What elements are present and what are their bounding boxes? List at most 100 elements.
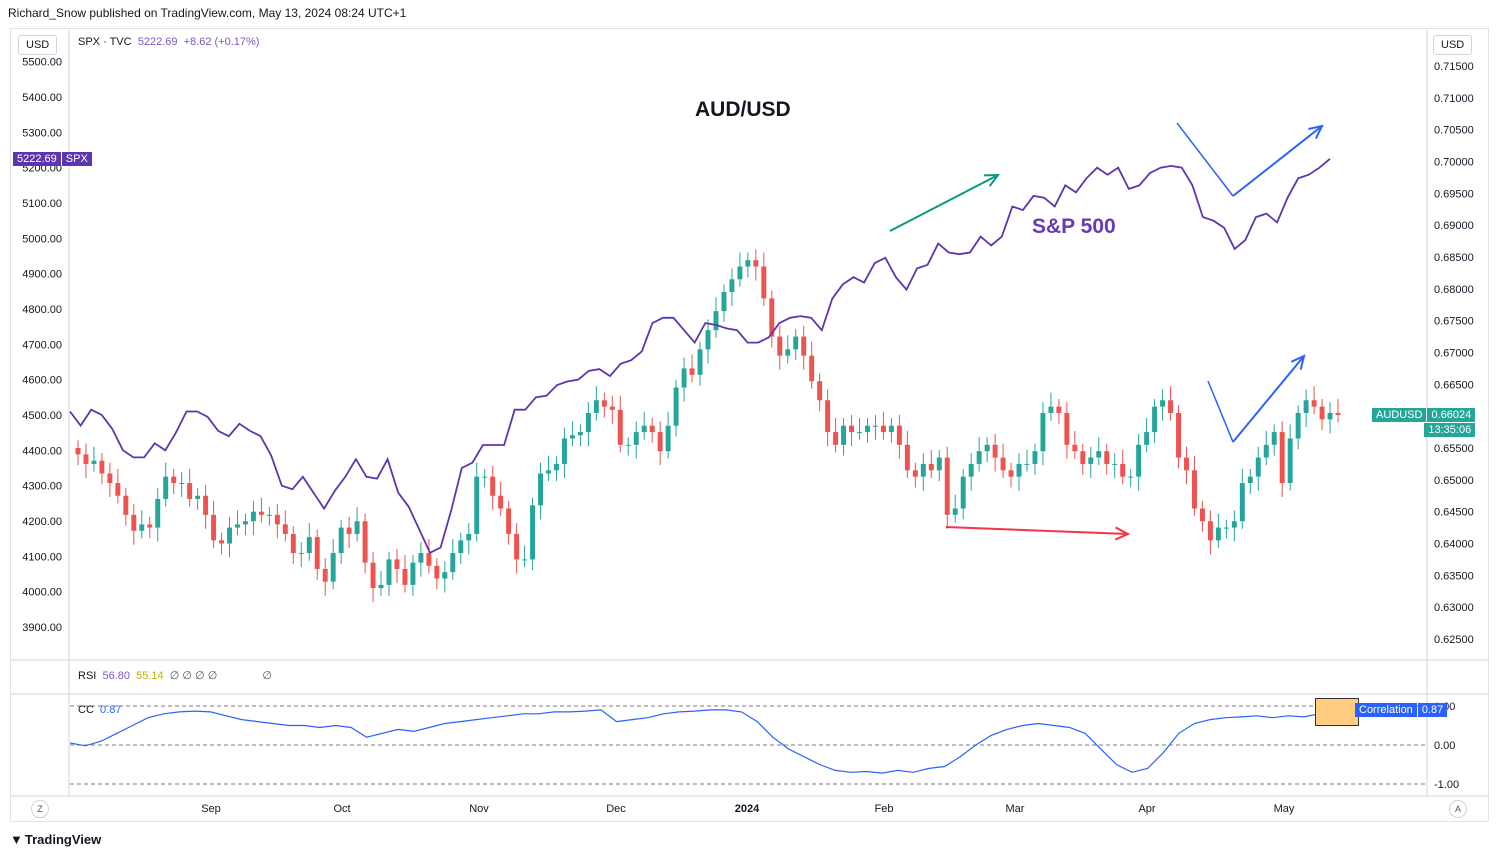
- time-axis-label: May: [1274, 803, 1295, 815]
- candle-body: [426, 553, 432, 566]
- candle-body: [115, 483, 121, 496]
- aud-usd-title: AUD/USD: [695, 98, 791, 121]
- candle-body: [1335, 412, 1341, 415]
- candle-body: [1160, 400, 1166, 407]
- candle-body: [585, 412, 591, 433]
- candle-body: [633, 432, 639, 445]
- candle-body: [1024, 463, 1030, 465]
- candle-body: [593, 400, 599, 413]
- candle-body: [681, 368, 687, 388]
- left-axis-tick: 4200.00: [22, 516, 62, 528]
- candle-body: [657, 432, 663, 452]
- candle-body: [1199, 508, 1205, 522]
- candle-body: [1279, 432, 1285, 484]
- candle-body: [713, 311, 719, 331]
- candle-body: [514, 533, 520, 560]
- tv-brand-text: TradingView: [24, 832, 102, 847]
- candle-body: [203, 495, 209, 515]
- right-axis-tick: 0.70000: [1434, 157, 1474, 169]
- candle-body: [880, 425, 886, 433]
- correlation-tag: Correlation 0.87: [1355, 703, 1448, 717]
- candle-body: [793, 336, 799, 350]
- candle-body: [1000, 457, 1006, 471]
- publish-header: Richard_Snow published on TradingView.co…: [8, 6, 407, 20]
- right-axis-tick: 0.65500: [1434, 443, 1474, 455]
- candle-body: [849, 425, 855, 433]
- red-arrow-head: [1114, 526, 1131, 541]
- time-axis-label: Feb: [875, 803, 894, 815]
- right-axis-tick: 0.63500: [1434, 570, 1474, 582]
- candle-body: [322, 568, 328, 582]
- candle-body: [1176, 412, 1181, 458]
- candle-body: [418, 553, 424, 563]
- tradingview-logo[interactable]: ▼ TradingView: [10, 832, 101, 847]
- candle-body: [522, 559, 528, 561]
- z-button[interactable]: Z: [31, 800, 49, 818]
- blue-arrow-lower-shaft: [1232, 355, 1305, 443]
- candle-body: [450, 553, 456, 573]
- right-axis-tick: 0.68000: [1434, 284, 1474, 296]
- candle-body: [1088, 457, 1094, 464]
- candle-body: [665, 425, 671, 452]
- candle-body: [211, 514, 217, 541]
- candle-body: [298, 553, 304, 555]
- candle-body: [1215, 527, 1221, 541]
- candle-body: [1271, 432, 1277, 445]
- candle-body: [649, 425, 655, 433]
- rsi-label: RSI: [78, 670, 97, 682]
- candle-body: [195, 495, 201, 499]
- candle-body: [1303, 400, 1309, 413]
- candle-body: [498, 495, 504, 509]
- candle-body: [896, 425, 902, 445]
- candle-body: [777, 336, 783, 356]
- candle-body: [1120, 463, 1126, 477]
- candle-body: [1168, 400, 1174, 413]
- cc-value: 0.87: [100, 704, 122, 716]
- candle-body: [163, 476, 169, 499]
- spx-price-tag: 5222.69 SPX: [13, 152, 92, 166]
- right-axis-tick: 0.71500: [1434, 61, 1474, 73]
- candle-body: [825, 400, 831, 433]
- candle-body: [1056, 406, 1062, 413]
- right-axis-tick: 0.69000: [1434, 220, 1474, 232]
- candle-body: [809, 355, 815, 382]
- candle-body: [99, 460, 105, 474]
- candle-body: [282, 524, 288, 534]
- left-currency-button[interactable]: USD: [18, 35, 58, 55]
- candle-body: [1096, 451, 1102, 458]
- candle-body: [801, 336, 807, 356]
- candle-body: [1239, 483, 1245, 522]
- correlation-line: [69, 709, 1336, 774]
- green-arrow-head: [983, 173, 1001, 187]
- spx-tag-price: 5222.69: [13, 152, 61, 166]
- candle-body: [912, 470, 918, 477]
- right-axis-tick: 0.67000: [1434, 348, 1474, 360]
- candle-body: [920, 463, 926, 477]
- candle-body: [482, 476, 488, 478]
- left-axis-tick: 4800.00: [22, 304, 62, 316]
- candle-body: [936, 457, 942, 471]
- candle-body: [506, 508, 512, 534]
- left-axis-tick: 4900.00: [22, 269, 62, 281]
- left-axis-tick: 5100.00: [22, 198, 62, 210]
- candle-body: [761, 266, 767, 299]
- candle-body: [1104, 451, 1110, 464]
- time-axis-label: Nov: [469, 803, 489, 815]
- auto-scale-button[interactable]: A: [1449, 800, 1467, 818]
- candle-body: [888, 425, 894, 433]
- left-axis-tick: 4600.00: [22, 375, 62, 387]
- right-currency-button[interactable]: USD: [1433, 35, 1473, 55]
- candle-body: [171, 476, 177, 484]
- candle-body: [546, 470, 551, 474]
- candle-body: [1223, 527, 1229, 529]
- candle-body: [179, 483, 185, 485]
- candle-body: [673, 387, 679, 426]
- candle-body: [1136, 444, 1142, 477]
- candle-body: [1263, 444, 1269, 458]
- right-axis-tick: 0.65000: [1434, 475, 1474, 487]
- candle-body: [1048, 406, 1054, 413]
- cc-axis-tick: -1.00: [1434, 779, 1459, 791]
- candle-body: [83, 454, 89, 464]
- candle-body: [538, 473, 544, 506]
